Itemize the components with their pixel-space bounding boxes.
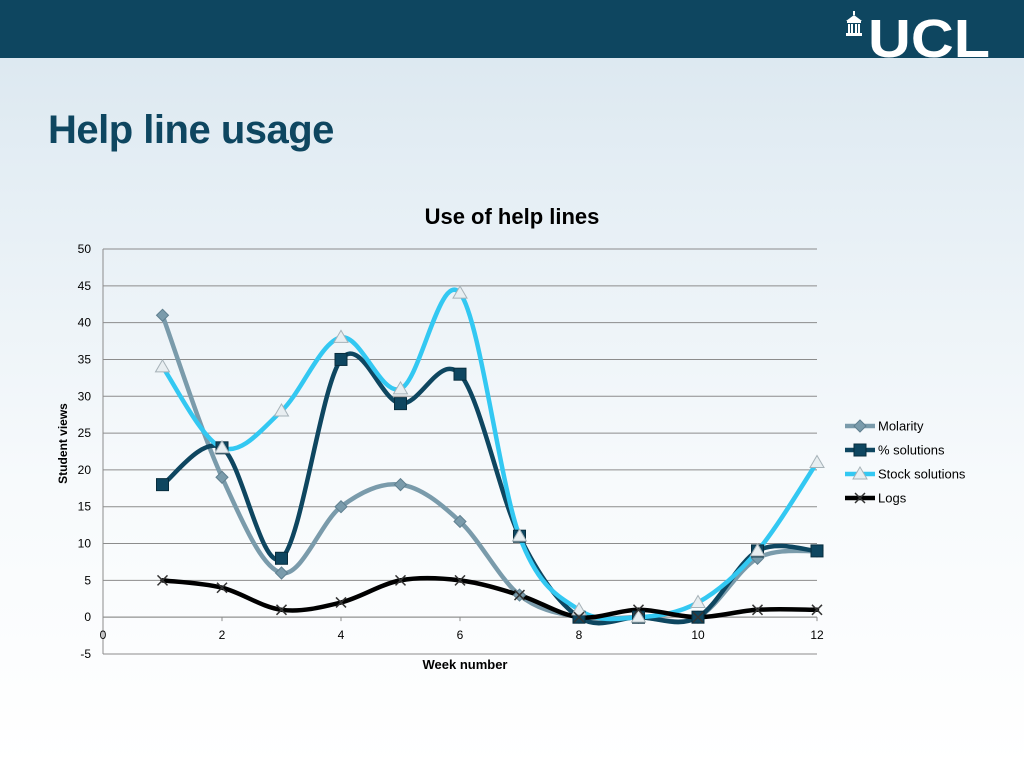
y-tick-label: 35 <box>78 352 92 366</box>
data-point-stock-solutions <box>154 358 171 373</box>
data-point-logs <box>454 574 466 586</box>
x-tick-labels: 0 2 4 6 8 10 12 <box>100 628 824 642</box>
y-tick-label: 15 <box>78 500 92 514</box>
x-tick-label: 6 <box>457 628 464 642</box>
legend-label: % solutions <box>878 443 945 458</box>
legend-label: Molarity <box>878 419 924 434</box>
x-tick-label: 0 <box>100 628 107 642</box>
y-tick-label: 50 <box>78 242 92 256</box>
data-point-stock-solutions <box>630 609 647 623</box>
x-tick-label: 8 <box>576 628 583 642</box>
y-tick-label: 40 <box>78 316 92 330</box>
series-line-molarity <box>160 313 820 624</box>
data-point-molarity <box>393 477 408 492</box>
data-point-stock-solutions <box>333 329 349 343</box>
data-point-molarity <box>274 566 289 580</box>
data-point-molarity <box>215 470 229 484</box>
y-tick-label: 45 <box>78 279 92 293</box>
data-point-molarity <box>155 308 170 322</box>
data-point-stock-solutions <box>273 403 290 417</box>
data-point-logs <box>632 604 645 616</box>
y-tick-label: 30 <box>78 389 92 403</box>
data-point-stock-solutions <box>511 528 528 542</box>
data-point-molarity <box>334 500 348 514</box>
y-tick-label: 10 <box>78 537 92 551</box>
y-tick-label: -5 <box>80 647 91 661</box>
data-point-stock-solutions <box>690 594 706 608</box>
ucl-logo: UCL <box>846 9 990 58</box>
data-point-logs <box>156 574 169 586</box>
legend-item-logs: Logs <box>845 491 907 506</box>
legend-marker <box>852 466 868 480</box>
data-point-solutions <box>156 478 169 492</box>
data-point-molarity <box>453 514 467 529</box>
data-point-stock-solutions <box>392 380 409 395</box>
data-point-stock-solutions <box>571 601 587 616</box>
data-point-logs <box>335 596 347 608</box>
legend-label: Logs <box>878 491 907 506</box>
slide-title: Help line usage <box>48 108 334 152</box>
data-point-logs <box>751 604 764 616</box>
y-tick-label: 25 <box>78 426 92 440</box>
legend-marker <box>853 443 867 457</box>
chart-title: Use of help lines <box>424 204 600 229</box>
portico-icon <box>846 11 862 36</box>
y-axis-label: Student views <box>56 403 70 484</box>
data-point-logs <box>573 611 585 623</box>
y-tick-label: 20 <box>78 463 92 477</box>
legend-marker <box>853 419 867 433</box>
logo-text: UCL <box>868 9 990 58</box>
series-markers <box>154 285 825 624</box>
data-point-logs <box>811 604 823 616</box>
y-tick-labels: -5 0 5 10 15 20 25 30 35 40 45 50 <box>78 242 92 661</box>
data-point-logs <box>394 574 407 586</box>
data-point-logs <box>513 589 526 601</box>
series-lines <box>160 287 820 626</box>
data-point-solutions <box>275 551 288 565</box>
header-bar <box>0 0 1024 58</box>
x-axis-label: Week number <box>422 657 507 672</box>
data-point-solutions <box>394 397 407 411</box>
data-point-stock-solutions <box>452 285 468 299</box>
legend-item-molarity: Molarity <box>845 419 924 434</box>
legend-item-solutions: % solutions <box>845 443 945 458</box>
data-point-solutions <box>453 367 467 381</box>
x-tick-label: 2 <box>219 628 226 642</box>
line-chart: -5 0 5 10 15 20 25 30 35 40 45 50 0 2 4 6 8 10 12 Student… <box>56 242 966 672</box>
data-point-logs <box>692 611 704 623</box>
x-tick-label: 12 <box>810 628 824 642</box>
legend: Molarity % solutions Stock solutions Logs <box>845 419 966 506</box>
data-point-logs <box>275 604 288 616</box>
data-point-stock-solutions <box>749 542 766 557</box>
legend-marker <box>854 492 866 504</box>
y-tick-label: 0 <box>84 610 91 624</box>
data-point-stock-solutions <box>214 439 230 454</box>
data-point-solutions <box>334 352 348 366</box>
legend-label: Stock solutions <box>878 467 966 482</box>
y-tick-label: 5 <box>84 573 91 587</box>
data-point-solutions <box>810 544 824 558</box>
legend-item-stock-solutions: Stock solutions <box>845 466 966 482</box>
x-tick-label: 4 <box>338 628 345 642</box>
data-point-stock-solutions <box>809 454 825 469</box>
data-point-logs <box>216 582 228 594</box>
x-tick-label: 10 <box>691 628 705 642</box>
